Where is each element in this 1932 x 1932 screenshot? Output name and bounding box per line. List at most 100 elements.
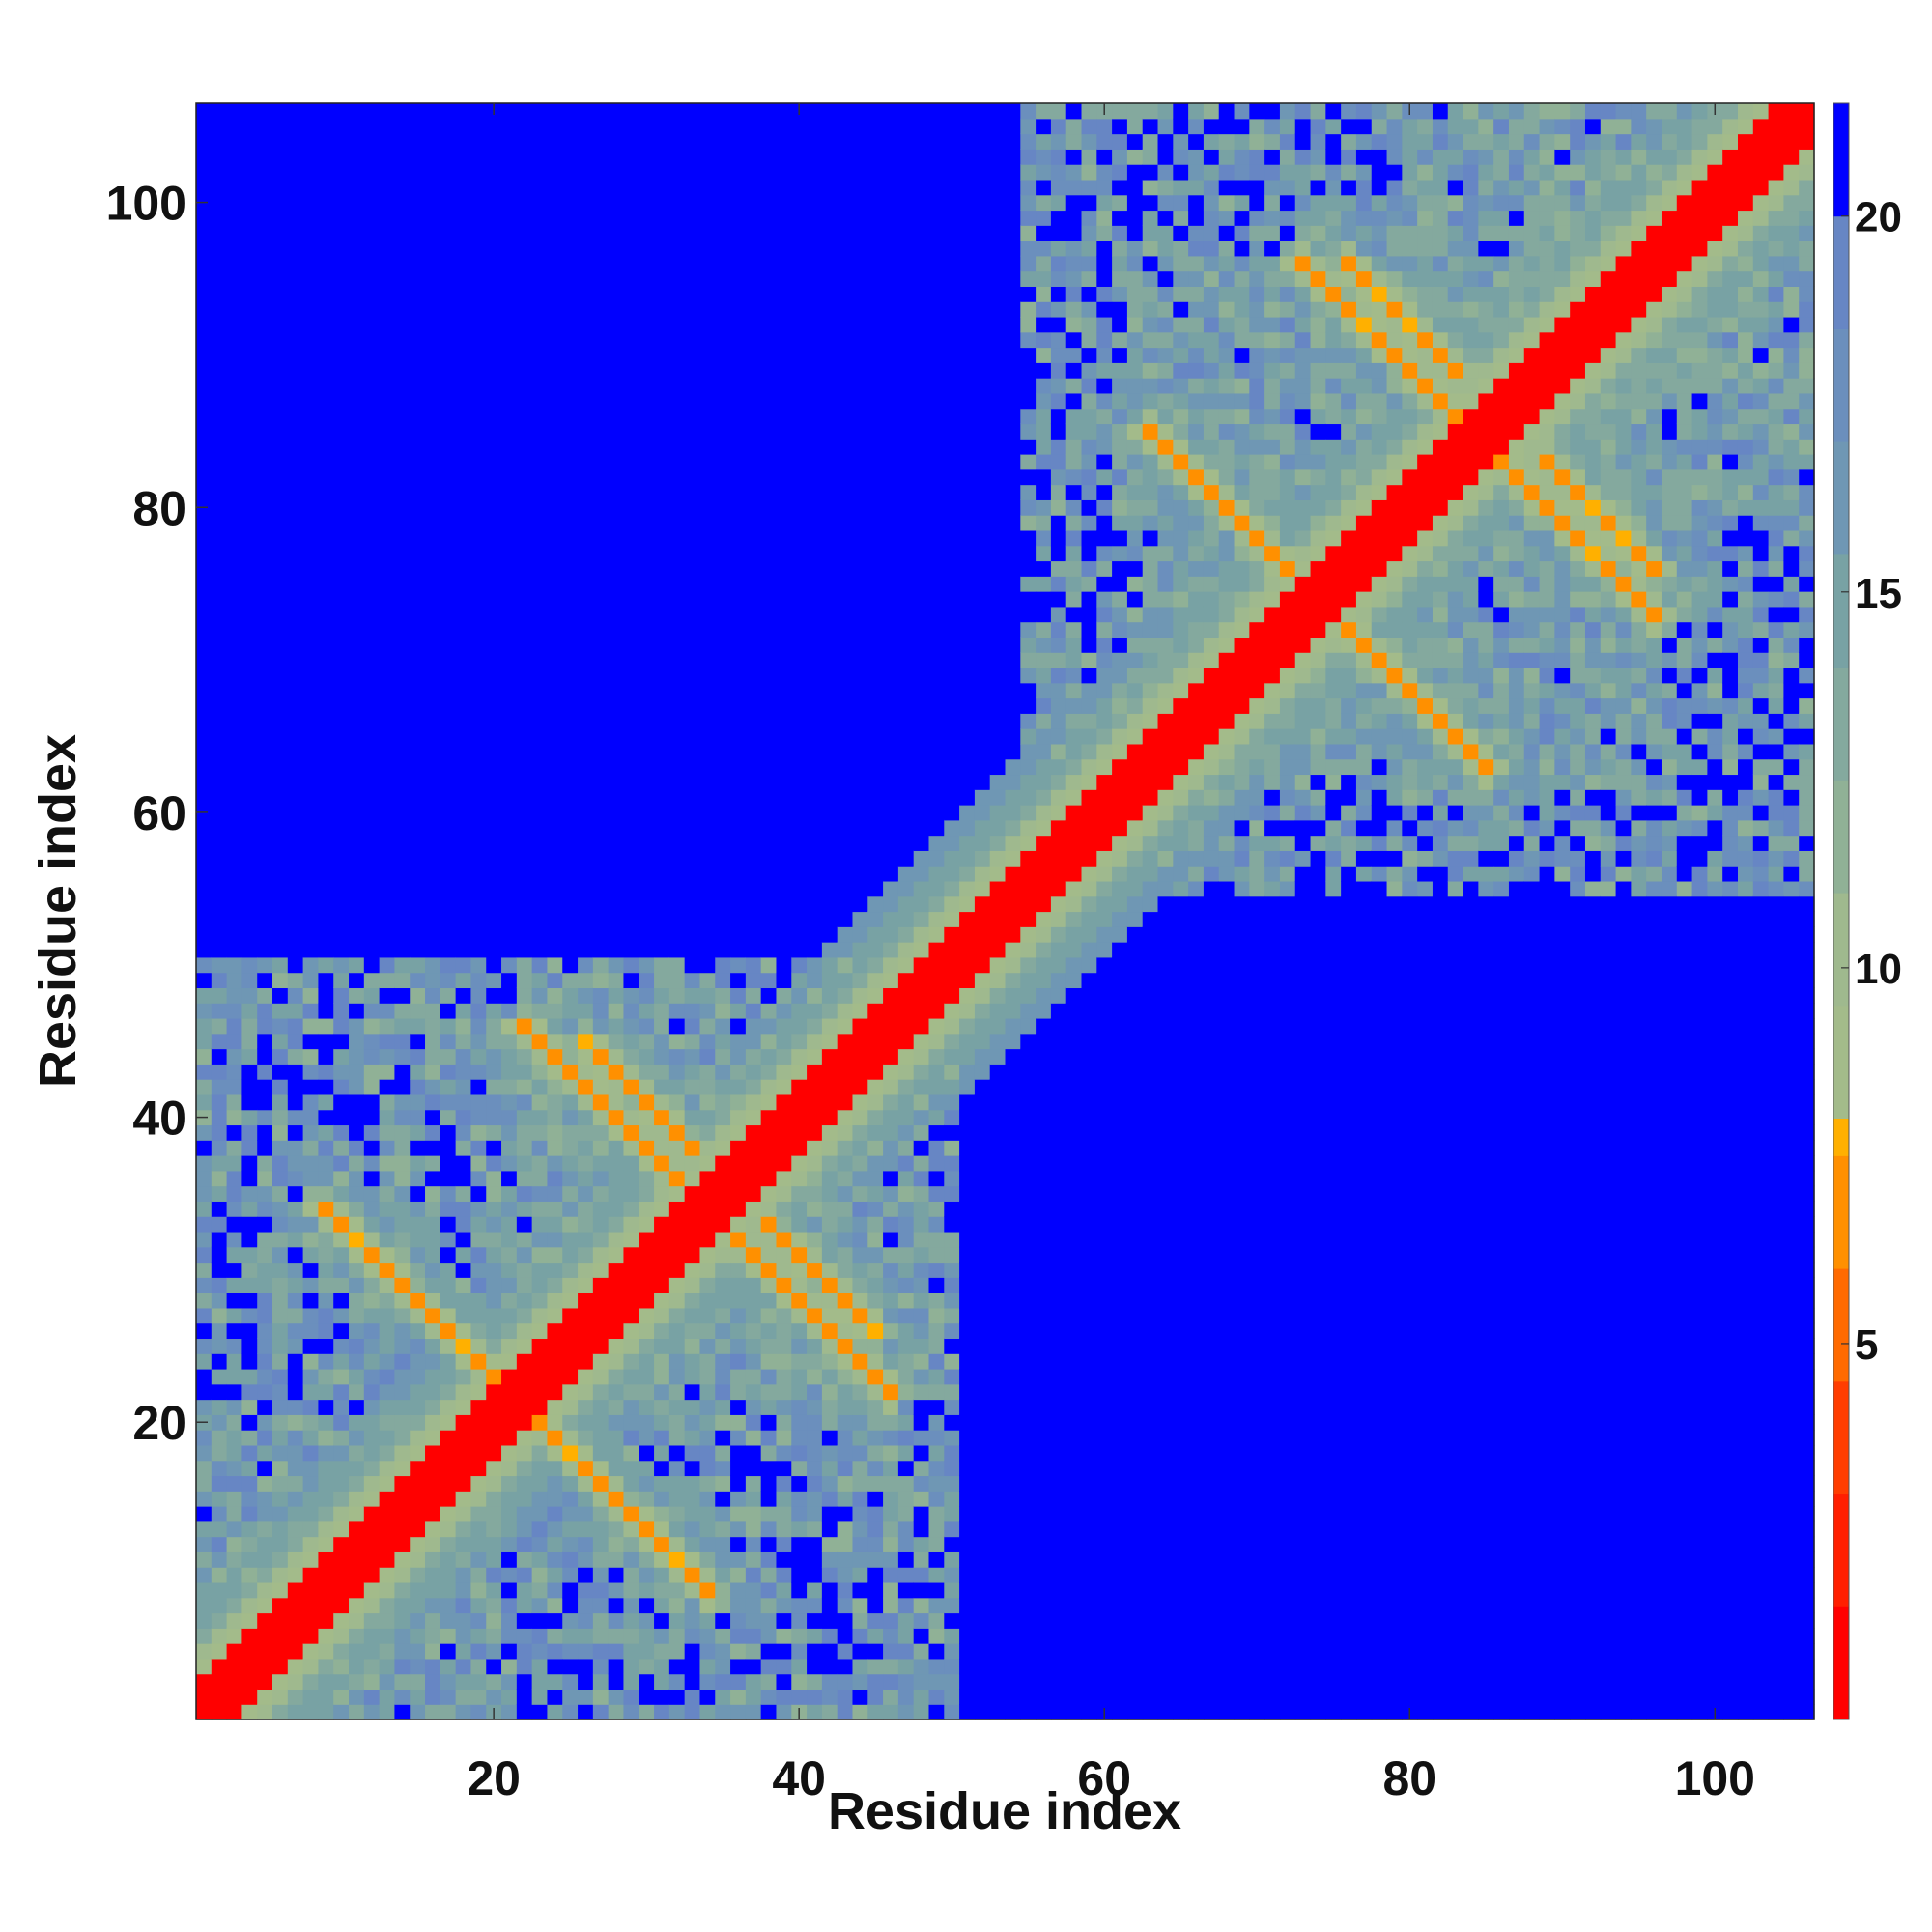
heatmap-cell <box>562 652 579 668</box>
heatmap-cell <box>547 118 563 135</box>
heatmap-cell <box>531 1353 549 1370</box>
heatmap-cell <box>760 1338 778 1354</box>
heatmap-cell <box>425 316 441 333</box>
heatmap-cell <box>272 560 289 577</box>
heatmap-cell <box>455 591 472 608</box>
heatmap-cell <box>410 1597 426 1614</box>
heatmap-cell <box>699 819 716 837</box>
heatmap-cell <box>242 1048 258 1065</box>
heatmap-cell <box>531 972 549 989</box>
heatmap-cell <box>425 1551 441 1568</box>
heatmap-cell <box>302 1231 320 1248</box>
heatmap-cell <box>760 408 778 425</box>
heatmap-cell <box>196 1491 213 1507</box>
heatmap-cell <box>211 439 228 455</box>
heatmap-cell <box>807 774 823 790</box>
heatmap-cell <box>821 1368 838 1385</box>
heatmap-cell <box>623 758 639 776</box>
heatmap-cell <box>287 1673 304 1690</box>
heatmap-cell <box>501 1109 518 1126</box>
heatmap-cell <box>562 1506 579 1522</box>
heatmap-cell <box>883 911 899 927</box>
heatmap-cell <box>272 103 289 120</box>
heatmap-cell <box>852 103 868 120</box>
heatmap-cell <box>699 301 716 318</box>
heatmap-cell <box>349 591 365 608</box>
heatmap-cell <box>379 728 396 745</box>
heatmap-cell <box>440 866 457 882</box>
heatmap-cell <box>592 1673 610 1690</box>
heatmap-cell <box>349 286 365 302</box>
heatmap-cell <box>760 895 778 913</box>
heatmap-cell <box>196 819 213 837</box>
heatmap-cell <box>547 1155 563 1172</box>
heatmap-cell <box>211 835 228 851</box>
heatmap-cell <box>470 652 487 668</box>
heatmap-cell <box>501 408 518 425</box>
heatmap-cell <box>867 895 884 913</box>
heatmap-cell <box>852 1033 868 1050</box>
heatmap-cell <box>196 1017 213 1035</box>
heatmap-cell <box>287 682 304 699</box>
heatmap-cell <box>668 484 686 500</box>
heatmap-cell <box>349 835 365 851</box>
heatmap-cell <box>425 1430 441 1446</box>
heatmap-cell <box>318 758 334 776</box>
heatmap-cell <box>562 118 579 135</box>
heatmap-cell <box>654 819 670 837</box>
heatmap-cell <box>333 1475 350 1492</box>
heatmap-cell <box>531 1430 549 1446</box>
heatmap-cell <box>425 1003 441 1019</box>
heatmap-cell <box>684 1155 701 1172</box>
heatmap-cell <box>410 1216 426 1233</box>
heatmap-cell <box>745 728 762 745</box>
heatmap-cell <box>639 1079 655 1095</box>
heatmap-cell <box>654 621 670 638</box>
heatmap-cell <box>807 439 823 455</box>
heatmap-cell <box>333 347 350 363</box>
heatmap-cell <box>608 697 625 714</box>
heatmap-cell <box>211 1216 228 1233</box>
heatmap-cell <box>196 1124 213 1141</box>
heatmap-cell <box>455 637 472 653</box>
heatmap-cell <box>654 1216 670 1233</box>
heatmap-cell <box>394 179 411 196</box>
heatmap-cell <box>349 1475 365 1492</box>
heatmap-cell <box>867 423 884 440</box>
heatmap-cell <box>578 286 594 302</box>
heatmap-cell <box>302 1368 320 1385</box>
heatmap-cell <box>516 1414 533 1431</box>
heatmap-cell <box>455 347 472 363</box>
heatmap-cell <box>639 1520 655 1538</box>
heatmap-cell <box>578 1322 594 1340</box>
heatmap-cell <box>425 423 441 440</box>
heatmap-cell <box>821 392 838 410</box>
heatmap-cell <box>623 1003 639 1019</box>
heatmap-cell <box>196 118 213 135</box>
heatmap-cell <box>668 316 686 333</box>
heatmap-cell <box>760 1079 778 1095</box>
heatmap-cell <box>302 1293 320 1309</box>
heatmap-cell <box>562 866 579 882</box>
heatmap-cell <box>363 1322 381 1340</box>
heatmap-cell <box>668 728 686 745</box>
heatmap-cell <box>211 149 228 165</box>
heatmap-cell <box>410 972 426 989</box>
heatmap-cell <box>226 545 242 562</box>
heatmap-cell <box>287 1704 304 1720</box>
heatmap-cell <box>394 942 411 958</box>
heatmap-cell <box>349 1506 365 1522</box>
heatmap-cell <box>623 392 639 410</box>
heatmap-cell <box>547 1307 563 1324</box>
heatmap-cell <box>394 118 411 135</box>
heatmap-cell <box>592 652 610 668</box>
heatmap-cell <box>745 774 762 790</box>
heatmap-cell <box>486 576 502 592</box>
heatmap-cell <box>867 880 884 897</box>
heatmap-cell <box>211 850 228 867</box>
heatmap-cell <box>592 743 610 760</box>
heatmap-cell <box>501 1597 518 1614</box>
heatmap-cell <box>623 1246 639 1264</box>
heatmap-cell <box>668 1170 686 1187</box>
heatmap-cell <box>867 1520 884 1538</box>
